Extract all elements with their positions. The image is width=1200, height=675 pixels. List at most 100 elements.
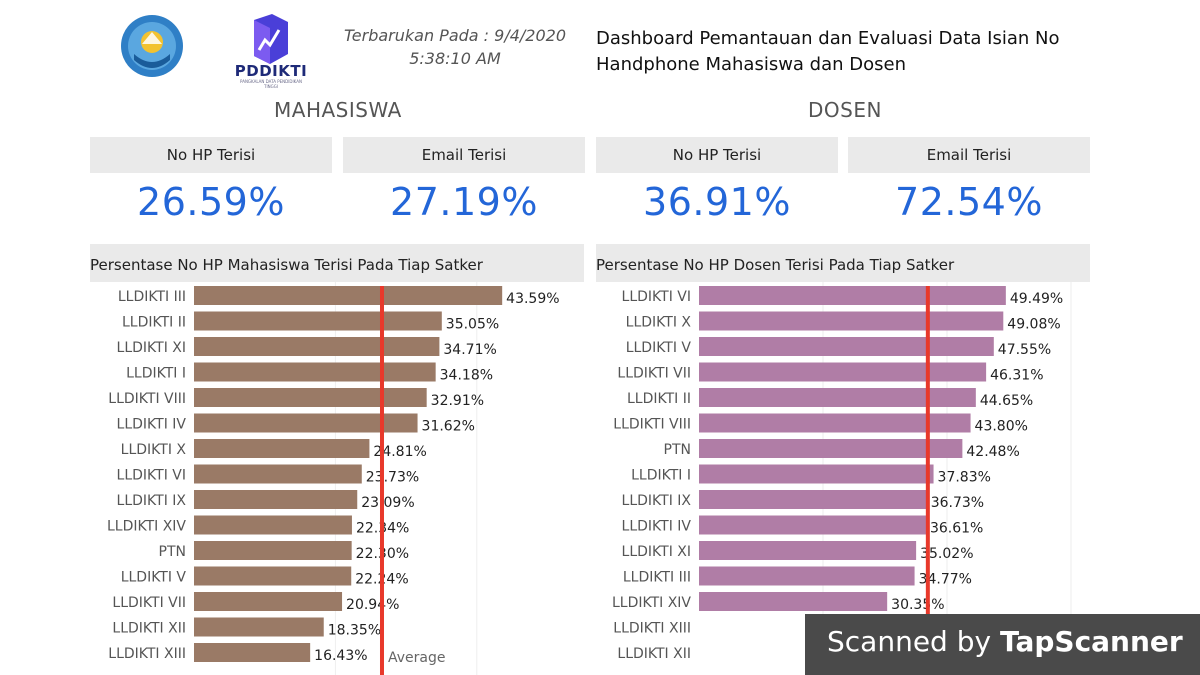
bar — [194, 541, 352, 560]
data-label: 37.83% — [938, 470, 991, 486]
last-updated-time: 5:38:10 AM — [409, 49, 501, 68]
bar — [699, 592, 888, 611]
data-label: 30.35% — [891, 597, 944, 613]
category-label: LLDIKTI VII — [617, 366, 691, 382]
kpi-mhs-nohp-value: 26.59% — [137, 180, 285, 224]
category-label: LLDIKTI V — [121, 570, 187, 586]
pddikti-logo-icon — [254, 14, 288, 64]
dashboard-title: Dashboard Pemantauan dan Evaluasi Data I… — [596, 26, 1116, 78]
bar — [699, 541, 917, 560]
bar — [194, 337, 440, 356]
data-label: 16.43% — [314, 648, 367, 664]
data-label: 43.59% — [506, 291, 559, 307]
category-label: LLDIKTI V — [626, 340, 692, 356]
category-label: LLDIKTI II — [122, 315, 186, 331]
category-label: LLDIKTI X — [626, 315, 692, 331]
section-title-dosen: DOSEN — [808, 98, 882, 122]
bar — [194, 490, 358, 509]
category-label: LLDIKTI XI — [622, 544, 691, 560]
category-label: LLDIKTI VIII — [108, 391, 186, 407]
last-updated: Terbarukan Pada : 9/4/2020 5:38:10 AM — [330, 24, 580, 70]
bar — [194, 388, 427, 407]
data-label: 20.94% — [346, 597, 399, 613]
chart-dosen: LLDIKTI VI 49.49% LLDIKTI X 49.08% LLDIKTI V… — [612, 282, 1072, 675]
kemdikbud-logo — [121, 15, 183, 77]
data-label: 31.62% — [422, 419, 475, 435]
kpi-mhs-nohp-label: No HP Terisi — [90, 137, 332, 173]
category-label: LLDIKTI XII — [112, 621, 186, 637]
scanner-watermark: Scanned by TapScanner — [805, 614, 1200, 675]
bar — [194, 592, 343, 611]
bar — [194, 515, 352, 535]
chart-title-dosen: Persentase No HP Dosen Terisi Pada Tiap … — [596, 244, 1090, 282]
bar — [194, 362, 436, 382]
data-label: 23.09% — [361, 495, 414, 511]
bar — [699, 311, 1004, 331]
category-label: LLDIKTI VI — [117, 468, 186, 484]
category-label: PTN — [664, 442, 691, 458]
data-label: 18.35% — [328, 623, 381, 639]
chart-title-mahasiswa: Persentase No HP Mahasiswa Terisi Pada T… — [90, 244, 584, 282]
category-label: LLDIKTI VII — [112, 595, 186, 611]
category-label: LLDIKTI III — [118, 289, 186, 305]
data-label: 34.71% — [443, 342, 496, 358]
category-label: LLDIKTI IX — [117, 493, 187, 509]
bar — [699, 515, 926, 535]
category-label: LLDIKTI VIII — [613, 417, 691, 433]
data-label: 32.91% — [431, 393, 484, 409]
data-label: 23.73% — [366, 470, 419, 486]
last-updated-date: Terbarukan Pada : 9/4/2020 — [343, 26, 567, 45]
category-label: LLDIKTI IX — [622, 493, 692, 509]
average-label: Average — [388, 650, 446, 666]
category-label: LLDIKTI III — [623, 570, 691, 586]
bar — [699, 490, 927, 509]
data-label: 44.65% — [980, 393, 1033, 409]
kpi-dosen-email-value: 72.54% — [895, 180, 1043, 224]
bar — [699, 337, 994, 356]
category-label: LLDIKTI IV — [622, 519, 692, 535]
category-label: LLDIKTI I — [631, 468, 691, 484]
bar — [194, 464, 362, 484]
category-label: PTN — [159, 544, 186, 560]
watermark-prefix: Scanned by — [827, 625, 1000, 658]
category-label: LLDIKTI IV — [117, 417, 187, 433]
category-label: LLDIKTI XI — [117, 340, 186, 356]
bar — [194, 311, 442, 331]
bar — [194, 566, 352, 586]
data-label: 34.18% — [440, 368, 493, 384]
chart-mahasiswa: LLDIKTI III 43.59% LLDIKTI II 35.05% LLDIKTI… — [107, 282, 560, 675]
category-label: LLDIKTI II — [627, 391, 691, 407]
bar — [194, 286, 503, 305]
bar — [699, 362, 987, 382]
category-label: LLDIKTI XIII — [613, 621, 691, 637]
dashboard-title-line1: Dashboard Pemantauan dan Evaluasi Data I… — [596, 28, 1060, 49]
data-label: 43.80% — [975, 419, 1028, 435]
data-label: 36.61% — [930, 521, 983, 537]
data-label: 42.48% — [966, 444, 1019, 460]
category-label: LLDIKTI XIV — [107, 519, 186, 535]
kpi-dosen-nohp-label: No HP Terisi — [596, 137, 838, 173]
category-label: LLDIKTI X — [121, 442, 187, 458]
bar — [699, 439, 963, 458]
data-label: 49.08% — [1007, 317, 1060, 333]
data-label: 46.31% — [990, 368, 1043, 384]
pddikti-logo-text: PDDIKTI — [234, 62, 308, 80]
bar — [194, 643, 311, 662]
bar — [194, 439, 370, 458]
bar — [699, 388, 976, 407]
data-label: 49.49% — [1010, 291, 1063, 307]
data-label: 35.02% — [920, 546, 973, 562]
section-title-mahasiswa: MAHASISWA — [274, 98, 402, 122]
data-label: 35.05% — [446, 317, 499, 333]
watermark-brand: TapScanner — [999, 625, 1183, 658]
dashboard-title-line2: Handphone Mahasiswa dan Dosen — [596, 54, 906, 75]
pddikti-logo-subtitle: PANGKALAN DATA PENDIDIKAN TINGGI — [240, 79, 302, 89]
data-label: 36.73% — [931, 495, 984, 511]
category-label: LLDIKTI XIV — [612, 595, 691, 611]
data-label: 24.81% — [373, 444, 426, 460]
category-label: LLDIKTI XII — [617, 646, 691, 662]
category-label: LLDIKTI I — [126, 366, 186, 382]
category-label: LLDIKTI XIII — [108, 646, 186, 662]
bar — [699, 566, 915, 586]
bar — [194, 413, 418, 433]
